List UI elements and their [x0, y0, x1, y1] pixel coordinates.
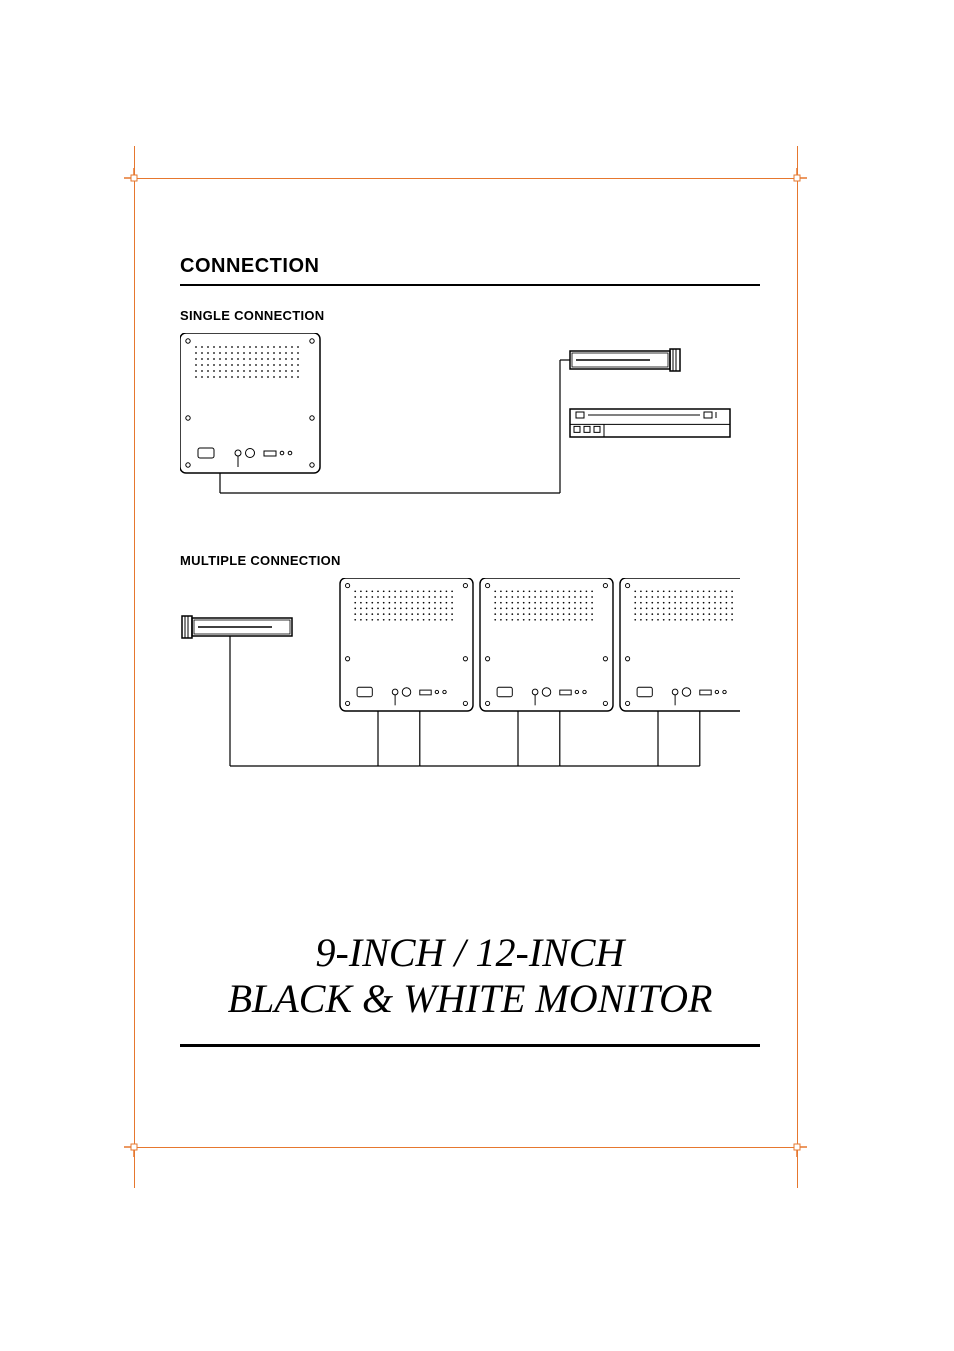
title-divider — [180, 1044, 760, 1047]
title-line-1: 9-INCH / 12-INCH — [180, 930, 760, 976]
title-line-2: BLACK & WHITE MONITOR — [180, 976, 760, 1022]
page-frame-bottom — [134, 1147, 797, 1148]
crop-mark-br — [787, 1137, 807, 1157]
content-area: CONNECTION SINGLE CONNECTION MULTIPLE CO… — [180, 255, 760, 798]
section-heading: CONNECTION — [180, 255, 760, 278]
title-block: 9-INCH / 12-INCH BLACK & WHITE MONITOR — [180, 930, 760, 1047]
crop-mark-tl — [124, 168, 144, 188]
section-divider — [180, 284, 760, 286]
page-frame-left — [134, 146, 135, 1188]
page-frame-right — [797, 146, 798, 1188]
diagram-single-connection — [180, 333, 760, 513]
page-frame-top — [134, 178, 797, 179]
crop-mark-bl — [124, 1137, 144, 1157]
crop-mark-tr — [787, 168, 807, 188]
subheading-single: SINGLE CONNECTION — [180, 308, 760, 323]
subheading-multiple: MULTIPLE CONNECTION — [180, 553, 760, 568]
diagram-multiple-connection — [180, 578, 760, 798]
